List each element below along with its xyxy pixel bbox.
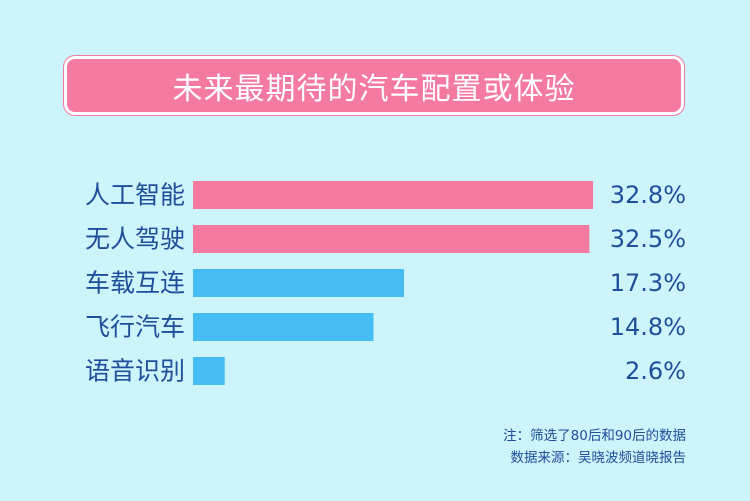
value-label: 32.8%: [610, 181, 686, 209]
category-label: 人工智能: [85, 181, 185, 210]
bar: [193, 313, 374, 341]
filter-note: 注：筛选了80后和90后的数据: [503, 428, 686, 444]
category-label: 车载互连: [85, 269, 185, 298]
bar: [193, 181, 593, 209]
bar: [193, 269, 404, 297]
category-label: 语音识别: [85, 357, 185, 386]
bar: [193, 225, 590, 253]
bar: [193, 357, 225, 385]
value-label: 14.8%: [610, 313, 686, 341]
value-label: 17.3%: [610, 269, 686, 297]
value-label: 2.6%: [625, 357, 686, 385]
chart-title: 未来最期待的汽车配置或体验: [172, 71, 576, 107]
source-note: 数据来源：吴晓波频道晓报告: [510, 450, 687, 466]
value-label: 32.5%: [610, 225, 686, 253]
chart-notes: 注：筛选了80后和90后的数据 数据来源：吴晓波频道晓报告: [503, 425, 686, 469]
chart-title-banner: 未来最期待的汽车配置或体验: [67, 59, 681, 112]
category-label: 无人驾驶: [85, 225, 185, 254]
category-label: 飞行汽车: [85, 313, 185, 342]
